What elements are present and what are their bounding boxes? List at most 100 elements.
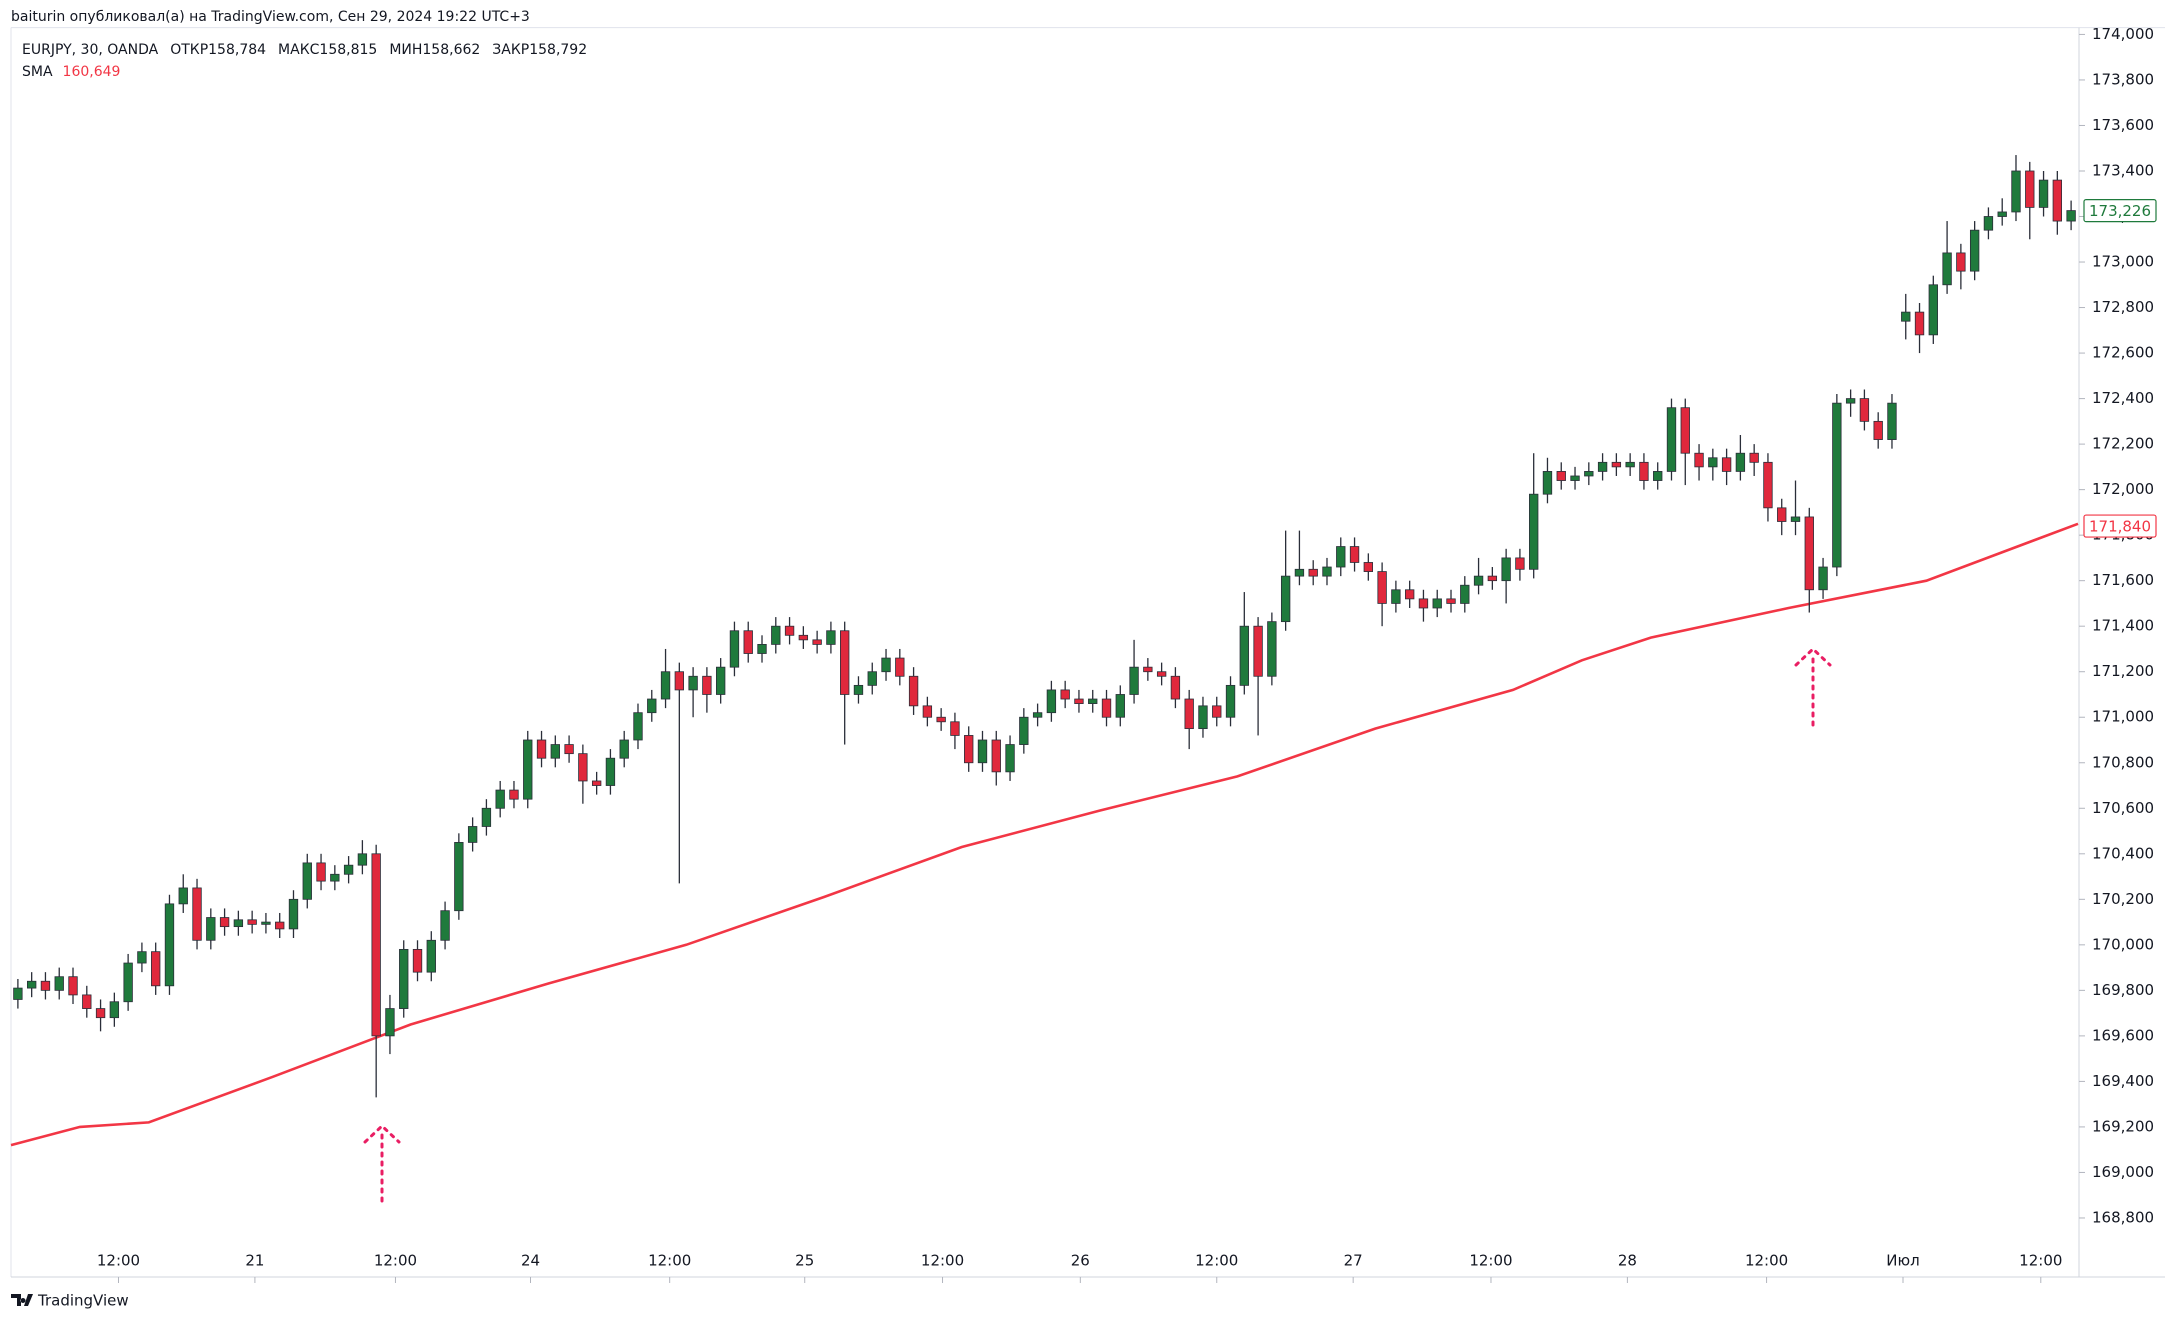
brand-logo: TradingView [11, 1292, 129, 1310]
y-tick-label: 171,400 [2092, 617, 2154, 635]
candle-body [578, 753, 588, 782]
candle-body [523, 739, 533, 800]
candle-body [1460, 584, 1470, 604]
x-tick-label: 12:00 [374, 1252, 417, 1270]
y-tick-label: 173,600 [2092, 116, 2154, 134]
x-tick-label: 12:00 [648, 1252, 691, 1270]
candle-body [1143, 666, 1153, 673]
candle-body [1570, 475, 1580, 481]
candle-body [1639, 461, 1649, 481]
y-tick-label: 170,400 [2092, 844, 2154, 862]
last-price-tag-label: 173,226 [2089, 202, 2151, 220]
candle-body [564, 744, 574, 755]
y-tick-label: 174,000 [2092, 25, 2154, 43]
legend-item: ЗАКР158,792 [492, 42, 587, 58]
last-price-tag-box [2083, 198, 2157, 223]
candle-body [467, 826, 478, 843]
y-tick-label: 169,600 [2092, 1026, 2154, 1044]
candle-body [1721, 457, 1732, 472]
candle-body [1432, 598, 1442, 609]
candle-body [13, 987, 23, 1000]
candle-body [1184, 698, 1194, 730]
x-tick-label: 12:00 [921, 1252, 964, 1270]
candle-body [1198, 705, 1208, 730]
y-tick-label: 173,800 [2092, 70, 2154, 88]
candle-body [936, 716, 946, 723]
candle-body [1666, 407, 1677, 472]
legend-item: МИН158,662 [389, 42, 480, 58]
candle-body [1074, 698, 1084, 704]
candle-body [908, 675, 919, 707]
candle-body [591, 780, 602, 786]
candle-body [991, 739, 1001, 773]
candle-body [109, 1001, 120, 1019]
x-tick-label: 12:00 [97, 1252, 140, 1270]
candle-body [1694, 452, 1704, 468]
candle-body [1735, 452, 1746, 472]
candle-body [1446, 598, 1456, 604]
candle-body [1790, 516, 1801, 522]
candle-body [123, 962, 133, 1003]
candle-body [1046, 689, 1057, 714]
y-tick-label: 168,800 [2092, 1208, 2154, 1226]
legend-item: МАКС158,815 [278, 42, 377, 58]
y-tick-label: 173,400 [2092, 161, 2154, 179]
candle-body [82, 994, 92, 1009]
candle-body [1336, 546, 1346, 568]
candle-body [1060, 689, 1070, 700]
candle-body [1101, 698, 1112, 718]
candle-body [1818, 566, 1828, 591]
y-tick-label: 172,800 [2092, 298, 2154, 316]
candle-body [1391, 589, 1401, 604]
candle-body [895, 657, 905, 677]
x-tick-label: 25 [795, 1252, 814, 1270]
arrow-annotation [1794, 646, 1832, 727]
candle-body [426, 939, 436, 973]
y-tick-label: 172,400 [2092, 389, 2154, 407]
y-tick-label: 169,000 [2092, 1163, 2154, 1181]
candle-body [1377, 571, 1387, 604]
candle-body [1088, 698, 1098, 704]
x-tick-label: 26 [1071, 1252, 1090, 1270]
candle-body [2038, 179, 2049, 208]
candle-body [2011, 170, 2021, 213]
legend-item: ОТКР158,784 [170, 42, 266, 58]
candle-body [1129, 666, 1139, 695]
y-tick-label: 171,000 [2092, 708, 2154, 726]
y-tick-label: 172,600 [2092, 344, 2154, 362]
candle-body [275, 921, 285, 930]
legend-item: EURJPY, 30, OANDA [22, 42, 159, 58]
candle-body [412, 948, 423, 973]
candle-body [1611, 461, 1622, 468]
candle-body [40, 980, 51, 991]
y-tick-label: 171,600 [2092, 571, 2154, 589]
candle-body [178, 887, 188, 905]
candle-body [95, 1008, 106, 1019]
candle-body [1887, 402, 1897, 440]
sma-price-tag-box [2083, 514, 2157, 538]
candle-body [715, 666, 726, 695]
candle-body [536, 739, 547, 759]
candle-body [385, 1008, 395, 1037]
candle-body [647, 698, 657, 714]
x-tick-label: 12:00 [1745, 1252, 1788, 1270]
candle-body [233, 919, 244, 928]
candle-body [1418, 598, 1429, 609]
y-tick-label: 173,000 [2092, 253, 2154, 271]
candle-body [1653, 471, 1663, 481]
candle-body [1308, 568, 1318, 577]
candle-body [964, 735, 974, 764]
candle-body [1032, 712, 1043, 718]
candle-body [922, 705, 933, 718]
candle-body [357, 853, 368, 866]
candle-body [1749, 452, 1759, 463]
candle-body [1928, 284, 1938, 336]
candle-body [812, 639, 822, 645]
candle-body [261, 921, 271, 925]
candle-body [440, 910, 450, 941]
y-tick-label: 171,200 [2092, 662, 2154, 680]
y-tick-label: 170,800 [2092, 753, 2154, 771]
candle-body [2052, 179, 2063, 222]
